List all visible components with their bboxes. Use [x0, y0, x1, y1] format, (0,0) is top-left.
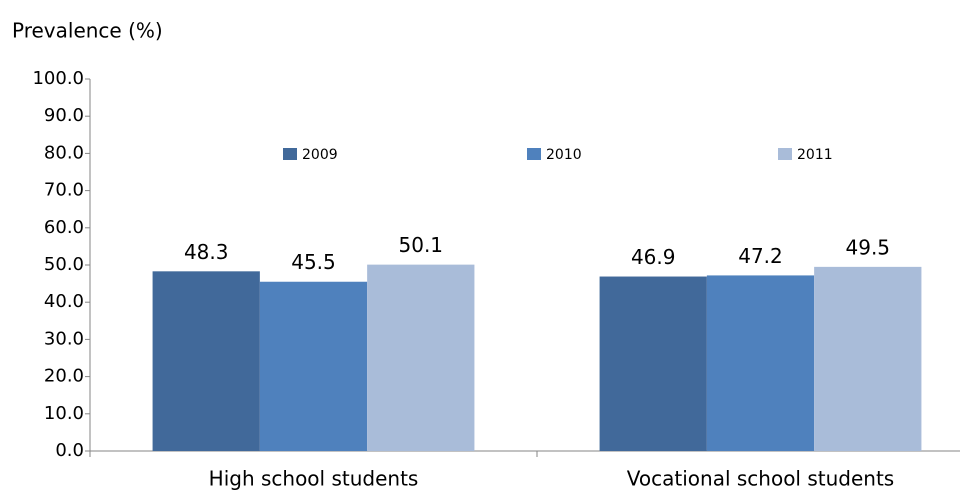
data-label: 48.3 — [184, 240, 229, 264]
legend-label: 2010 — [546, 147, 582, 163]
legend-label: 2009 — [302, 147, 338, 163]
bar — [706, 275, 815, 451]
y-tick-label: 90.0 — [44, 105, 84, 126]
bar — [367, 264, 475, 451]
y-tick-label: 20.0 — [44, 366, 84, 387]
data-label: 50.1 — [399, 233, 444, 257]
bar — [814, 266, 922, 451]
y-tick-label: 100.0 — [32, 68, 84, 89]
legend-swatch — [527, 148, 541, 160]
y-tick-label: 70.0 — [44, 180, 84, 201]
data-label: 49.5 — [846, 235, 891, 259]
y-tick-label: 0.0 — [55, 440, 84, 461]
bar — [152, 271, 260, 451]
y-tick-label: 60.0 — [44, 217, 84, 238]
y-tick-label: 40.0 — [44, 291, 84, 312]
x-tick-label: High school students — [209, 467, 419, 491]
data-label: 45.5 — [291, 250, 336, 274]
legend-swatch — [283, 148, 297, 160]
y-axis-label: Prevalence (%) — [12, 19, 163, 43]
x-tick-label: Vocational school students — [627, 467, 894, 491]
y-tick-label: 50.0 — [44, 254, 84, 275]
legend-label: 2011 — [797, 147, 833, 163]
bar — [259, 281, 368, 451]
y-tick-label: 80.0 — [44, 142, 84, 163]
y-tick-label: 30.0 — [44, 328, 84, 349]
bar — [599, 276, 707, 451]
y-tick-label: 10.0 — [44, 403, 84, 424]
legend-swatch — [778, 148, 792, 160]
data-label: 46.9 — [631, 245, 676, 269]
data-label: 47.2 — [738, 244, 783, 268]
